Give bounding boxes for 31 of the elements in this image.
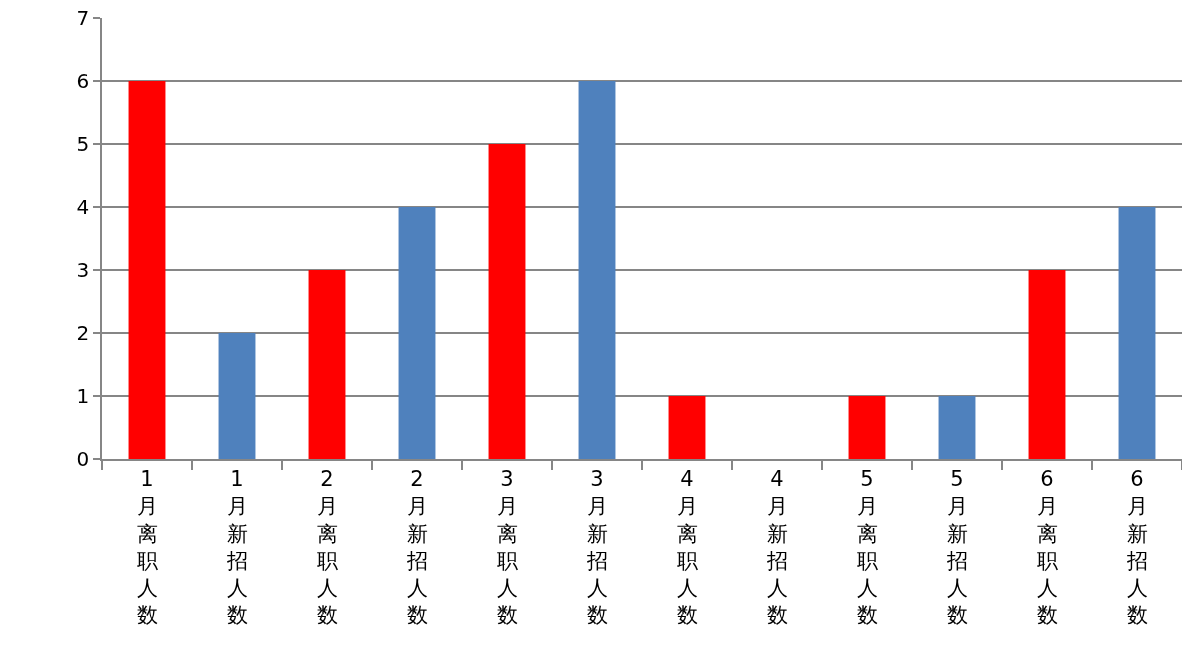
y-tick-label: 7 bbox=[76, 6, 90, 30]
bar bbox=[938, 396, 976, 459]
x-tick-label: 4月新招人数 bbox=[765, 466, 788, 628]
x-tick-label: 2月离职人数 bbox=[316, 466, 338, 628]
x-tick-label: 1月离职人数 bbox=[136, 466, 158, 628]
bar bbox=[848, 396, 886, 459]
bar bbox=[1028, 270, 1066, 459]
bar bbox=[398, 207, 436, 459]
bar bbox=[488, 144, 526, 459]
x-tick-label: 5月新招人数 bbox=[945, 466, 968, 628]
y-tick-label: 3 bbox=[76, 258, 90, 282]
x-tick-label: 2月新招人数 bbox=[405, 466, 428, 628]
x-tick-label: 3月新招人数 bbox=[585, 466, 608, 628]
bar bbox=[218, 333, 256, 459]
x-tick-label: 1月新招人数 bbox=[225, 466, 248, 628]
x-tick-label: 5月离职人数 bbox=[856, 466, 878, 628]
x-tick-label: 3月离职人数 bbox=[496, 466, 518, 628]
bar bbox=[578, 81, 616, 459]
y-tick-label: 4 bbox=[76, 195, 90, 219]
bar bbox=[308, 270, 346, 459]
bar bbox=[1118, 207, 1156, 459]
x-tick-label: 4月离职人数 bbox=[676, 466, 698, 628]
y-tick-label: 6 bbox=[76, 69, 90, 93]
bar bbox=[128, 81, 166, 459]
y-tick-label: 0 bbox=[76, 447, 90, 471]
y-tick-label: 2 bbox=[76, 321, 90, 345]
x-tick-label: 6月离职人数 bbox=[1036, 466, 1058, 628]
bar bbox=[668, 396, 706, 459]
x-tick-label: 6月新招人数 bbox=[1125, 466, 1148, 628]
y-tick-label: 5 bbox=[76, 132, 90, 156]
y-tick-label: 1 bbox=[76, 384, 90, 408]
